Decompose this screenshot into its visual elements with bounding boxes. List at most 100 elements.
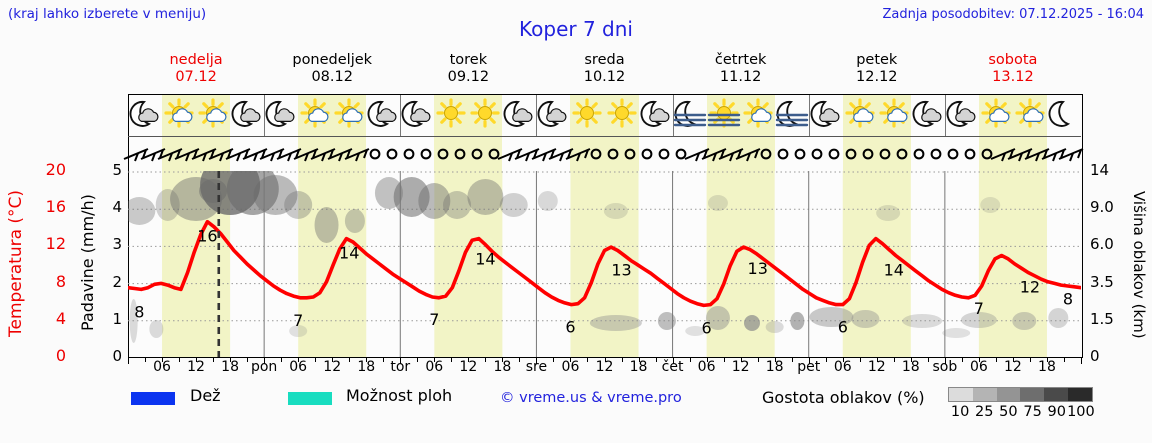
- x-axis-tick: [655, 357, 657, 362]
- cloud-height-axis-title: Višina oblakov (km): [1130, 191, 1148, 339]
- cloud-density-step: [1068, 388, 1092, 401]
- calm-wind-icon: [851, 137, 885, 169]
- moon-cloud-icon: [911, 97, 945, 133]
- calm-wind-icon: [409, 137, 443, 169]
- x-axis-tick: [332, 357, 334, 362]
- x-axis-label: 18: [221, 359, 240, 375]
- svg-text:6: 6: [565, 318, 575, 337]
- wind-barb-icon: [511, 137, 545, 169]
- day-date: 07.12: [175, 69, 217, 85]
- x-axis-tick: [978, 357, 980, 362]
- cloud-density-color-scale: [948, 387, 1093, 402]
- x-axis-label: 18: [357, 359, 376, 375]
- x-axis-tick: [519, 357, 521, 362]
- calm-wind-icon: [800, 137, 834, 169]
- x-axis-label: tor: [390, 359, 411, 375]
- svg-text:14: 14: [475, 250, 495, 269]
- x-axis-tick: [213, 357, 215, 362]
- x-axis-tick: [281, 357, 283, 362]
- sun-cloud-icon: [1013, 97, 1047, 133]
- moon-cloud-icon: [639, 97, 673, 133]
- sun-icon: [570, 97, 604, 133]
- x-axis-tick: [383, 357, 385, 362]
- x-axis-label: 18: [629, 359, 648, 375]
- cloud-density-step: [1020, 388, 1045, 401]
- calm-wind-icon: [783, 137, 817, 169]
- day-date: 13.12: [992, 69, 1034, 85]
- temperature-tick-label: 12: [45, 234, 66, 254]
- svg-text:8: 8: [1063, 290, 1073, 309]
- calm-wind-icon: [902, 137, 936, 169]
- x-axis-tick: [179, 357, 181, 362]
- chart-data-area: 8 16 7 14 7 14 6 13 6 13 6 14 7 12 8: [128, 171, 1081, 357]
- svg-text:13: 13: [748, 259, 768, 278]
- x-axis-label: 06: [833, 359, 852, 375]
- temperature-chart-svg: 8 16 7 14 7 14 6 13 6 13 6 14 7 12 8: [128, 171, 1081, 357]
- x-axis-label: 12: [1004, 359, 1022, 375]
- x-axis-tick: [298, 357, 300, 362]
- cloud-density-tick-label: 50: [999, 404, 1018, 420]
- calm-wind-icon: [596, 137, 630, 169]
- svg-text:8: 8: [134, 302, 144, 321]
- x-axis-tick: [910, 357, 912, 362]
- cloud-height-tick-label: 14: [1090, 161, 1110, 179]
- sun-cloud-icon: [877, 97, 911, 133]
- x-axis-tick: [995, 357, 997, 362]
- moon-cloud-icon: [366, 97, 400, 133]
- x-axis-tick: [859, 357, 861, 362]
- wind-barb-icon: [698, 137, 732, 169]
- precipitation-tick-label: 1: [112, 309, 122, 328]
- copyright-link[interactable]: © vreme.us & vreme.pro: [500, 390, 682, 406]
- sun-icon: [434, 97, 468, 133]
- cloud-height-tick-label: 6.0: [1090, 235, 1114, 254]
- precipitation-axis-title: Padavine (mm/h): [78, 194, 97, 332]
- daylight-band: [434, 137, 503, 171]
- x-axis-tick: [434, 357, 436, 362]
- calm-wind-icon: [392, 137, 426, 169]
- x-axis-tick: [604, 357, 606, 362]
- calm-wind-icon: [460, 137, 494, 169]
- legend: Dež Možnost ploh: [0, 385, 1152, 430]
- moon-cloud-icon: [536, 97, 570, 133]
- day-name: torek: [449, 52, 488, 68]
- x-axis-tick: [400, 357, 402, 364]
- wind-barb-icon: [545, 137, 579, 169]
- temperature-tick-label: 16: [45, 197, 66, 217]
- cloud-height-tick-label: 3.5: [1090, 272, 1114, 291]
- day-header-strip: nedelja 07.12 ponedeljek 08.12 torek 09.12 sre…: [128, 52, 1083, 94]
- wind-barb-icon: [494, 137, 528, 169]
- x-axis-tick: [196, 357, 198, 362]
- day-header-ponedeljek: ponedeljek 08.12: [264, 52, 400, 94]
- x-axis-tick: [162, 357, 164, 362]
- x-axis-label: 18: [765, 359, 784, 375]
- moon-cloud-icon: [809, 97, 843, 133]
- calm-wind-icon: [953, 137, 987, 169]
- moon-cloud-icon: [230, 97, 264, 133]
- x-axis-tick: [145, 357, 147, 362]
- day-header-torek: torek 09.12: [400, 52, 536, 94]
- x-axis-tick: [349, 357, 351, 362]
- x-axis-tick: [808, 357, 810, 364]
- temperature-axis-title: Temperatura (°C): [6, 189, 26, 337]
- wind-barb-icon: [205, 137, 239, 169]
- day-date: 11.12: [719, 69, 762, 85]
- svg-text:7: 7: [974, 299, 984, 318]
- day-separator: [264, 95, 266, 136]
- x-axis-tick: [927, 357, 929, 362]
- calm-wind-icon: [664, 137, 698, 169]
- wind-barb-icon: [256, 137, 290, 169]
- svg-text:7: 7: [429, 310, 439, 329]
- x-axis-tick: [553, 357, 555, 362]
- cloud-height-tick-label: 1.5: [1090, 309, 1114, 328]
- moon-cloud-icon: [264, 97, 298, 133]
- day-header-petek: petek 12.12: [809, 52, 945, 94]
- moon-cloud-icon: [128, 97, 162, 133]
- sun-cloud-icon: [196, 97, 230, 133]
- day-name: sreda: [584, 52, 625, 68]
- x-axis-labels: 06 12 18 pon 06 12 18 tor 06 12 18 sre 06 12 18 čet 06 12…: [128, 359, 1083, 379]
- wind-barb-icon: [120, 137, 154, 169]
- x-axis-label: 12: [459, 359, 478, 375]
- svg-text:6: 6: [702, 318, 712, 337]
- x-axis-tick: [825, 357, 827, 362]
- x-axis-label: 06: [697, 359, 716, 375]
